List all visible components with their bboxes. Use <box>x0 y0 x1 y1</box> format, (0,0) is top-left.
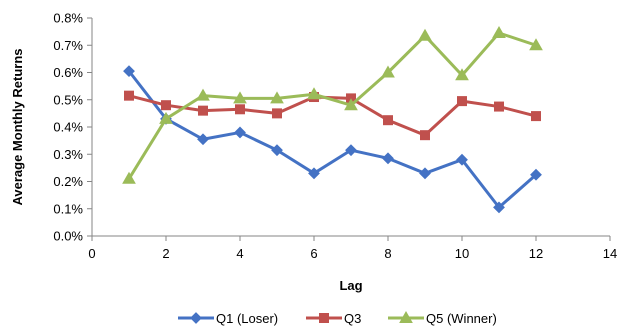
data-point-q5-winner <box>233 91 247 104</box>
y-tick-label: 0.1% <box>53 201 83 216</box>
series-line-q3 <box>128 94 537 137</box>
legend-item-q1-loser: Q1 (Loser) <box>178 311 278 326</box>
data-point-q1-loser <box>197 133 209 146</box>
data-point-q1-loser <box>382 152 394 165</box>
y-tick-label: 0.5% <box>53 92 83 107</box>
x-tick-label: 8 <box>384 246 391 261</box>
data-point-q5-winner <box>270 91 284 104</box>
data-point-q5-winner <box>307 87 321 100</box>
x-tick-label: 2 <box>162 246 169 261</box>
y-tick-label: 0.7% <box>53 38 83 53</box>
x-tick-label: 10 <box>455 246 469 261</box>
data-point-q5-winner <box>455 68 469 81</box>
data-point-q5-winner <box>381 65 395 78</box>
legend-item-q3: Q3 <box>306 311 361 326</box>
x-tick-label: 4 <box>236 246 243 261</box>
x-axis-title: Lag <box>339 278 362 293</box>
data-point-q5-winner <box>529 38 543 51</box>
series-line-q1-loser <box>127 70 537 209</box>
y-axis-title: Average Monthly Returns <box>10 49 25 206</box>
x-tick-label: 14 <box>603 246 617 261</box>
data-point-q5-winner <box>196 88 210 101</box>
data-point-q1-loser <box>493 201 505 214</box>
x-tick-label: 12 <box>529 246 543 261</box>
series-line-q5-winner <box>127 31 537 180</box>
data-point-q3 <box>531 111 541 122</box>
data-point-q3 <box>272 108 282 119</box>
x-tick-label: 6 <box>310 246 317 261</box>
data-point-q3 <box>198 105 208 116</box>
y-axis-ticks: 0.0% 0.1% 0.2% 0.3% 0.4% 0.5% 0.6% 0.7% 0.8% <box>53 11 92 244</box>
data-point-q1-loser <box>308 167 320 180</box>
legend-swatch-marker <box>399 310 413 323</box>
y-tick-label: 0.3% <box>53 147 83 162</box>
y-tick-label: 0.0% <box>53 229 83 244</box>
data-point-q3 <box>235 104 245 115</box>
plot-area <box>91 18 610 237</box>
series-layer <box>122 25 543 214</box>
data-point-q1-loser <box>419 167 431 180</box>
y-tick-label: 0.4% <box>53 120 83 135</box>
y-tick-label: 0.2% <box>53 174 83 189</box>
y-tick-label: 0.8% <box>53 11 83 26</box>
data-point-q1-loser <box>456 153 468 166</box>
data-point-q3 <box>457 96 467 107</box>
data-point-q1-loser <box>123 65 135 78</box>
x-tick-label: 0 <box>88 246 95 261</box>
legend-label: Q3 <box>344 311 361 326</box>
data-point-q3 <box>124 90 134 101</box>
series-q1-loser <box>123 65 542 214</box>
data-point-q3 <box>161 100 171 111</box>
data-point-q5-winner <box>492 25 506 38</box>
legend: Q1 (Loser) Q3 Q5 (Winner) <box>178 310 497 326</box>
data-point-q3 <box>420 130 430 141</box>
legend-swatch-marker <box>319 313 329 323</box>
data-point-q5-winner <box>344 98 358 111</box>
data-point-q1-loser <box>530 168 542 181</box>
legend-item-q5-winner: Q5 (Winner) <box>388 310 497 326</box>
data-point-q1-loser <box>271 144 283 157</box>
data-point-q3 <box>494 101 504 112</box>
data-point-q5-winner <box>159 111 173 124</box>
legend-swatch-marker <box>190 312 202 324</box>
legend-label: Q5 (Winner) <box>426 311 497 326</box>
legend-label: Q1 (Loser) <box>216 311 278 326</box>
data-point-q3 <box>383 115 393 126</box>
data-point-q1-loser <box>234 126 246 139</box>
data-point-q5-winner <box>418 28 432 41</box>
x-axis-ticks: 0 2 4 6 8 10 12 14 <box>88 236 617 261</box>
data-point-q5-winner <box>122 171 136 184</box>
data-point-q1-loser <box>345 144 357 157</box>
series-q5-winner <box>122 25 543 184</box>
y-tick-label: 0.6% <box>53 65 83 80</box>
